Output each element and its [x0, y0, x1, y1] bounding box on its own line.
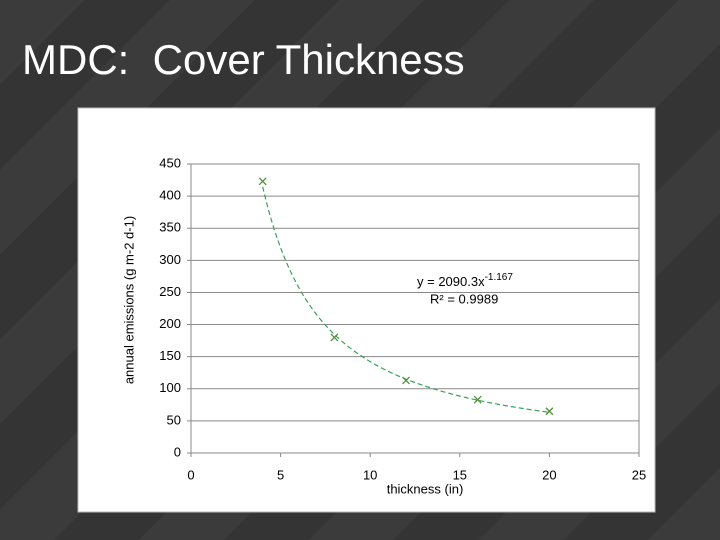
data-point — [402, 376, 410, 385]
x-tick-label: 10 — [363, 467, 377, 482]
y-tick-label: 0 — [174, 444, 181, 459]
x-tick-label: 25 — [632, 467, 646, 482]
slide-title: MDC: Cover Thickness — [22, 36, 465, 83]
trendline-equation: y = 2090.3x-1.167 — [417, 272, 513, 290]
y-tick-label: 250 — [159, 284, 181, 299]
y-tick-label: 450 — [159, 155, 181, 170]
x-tick-label: 20 — [542, 467, 556, 482]
data-point — [545, 407, 554, 416]
y-axis-label: annual emissions (g m-2 d-1) — [121, 216, 136, 384]
x-tick-label: 5 — [277, 467, 284, 482]
equation-text: y = 2090.3x — [417, 274, 485, 289]
data-point — [473, 395, 482, 404]
data-point — [258, 177, 267, 186]
y-tick-label: 150 — [159, 348, 181, 363]
y-tick-label: 350 — [159, 220, 181, 235]
r-squared: R² = 0.9989 — [430, 291, 498, 306]
y-tick-label: 400 — [159, 188, 181, 203]
x-tick-label: 15 — [453, 467, 467, 482]
chart-area — [77, 107, 656, 513]
y-tick-label: 100 — [159, 380, 181, 395]
x-axis-label: thickness (in) — [387, 481, 464, 496]
x-tick-label: 0 — [187, 467, 194, 482]
y-tick-label: 50 — [167, 412, 181, 427]
y-tick-label: 300 — [159, 252, 181, 267]
y-tick-label: 200 — [159, 316, 181, 331]
data-point — [330, 333, 339, 342]
trendline — [262, 186, 550, 413]
equation-exponent: -1.167 — [485, 272, 514, 283]
